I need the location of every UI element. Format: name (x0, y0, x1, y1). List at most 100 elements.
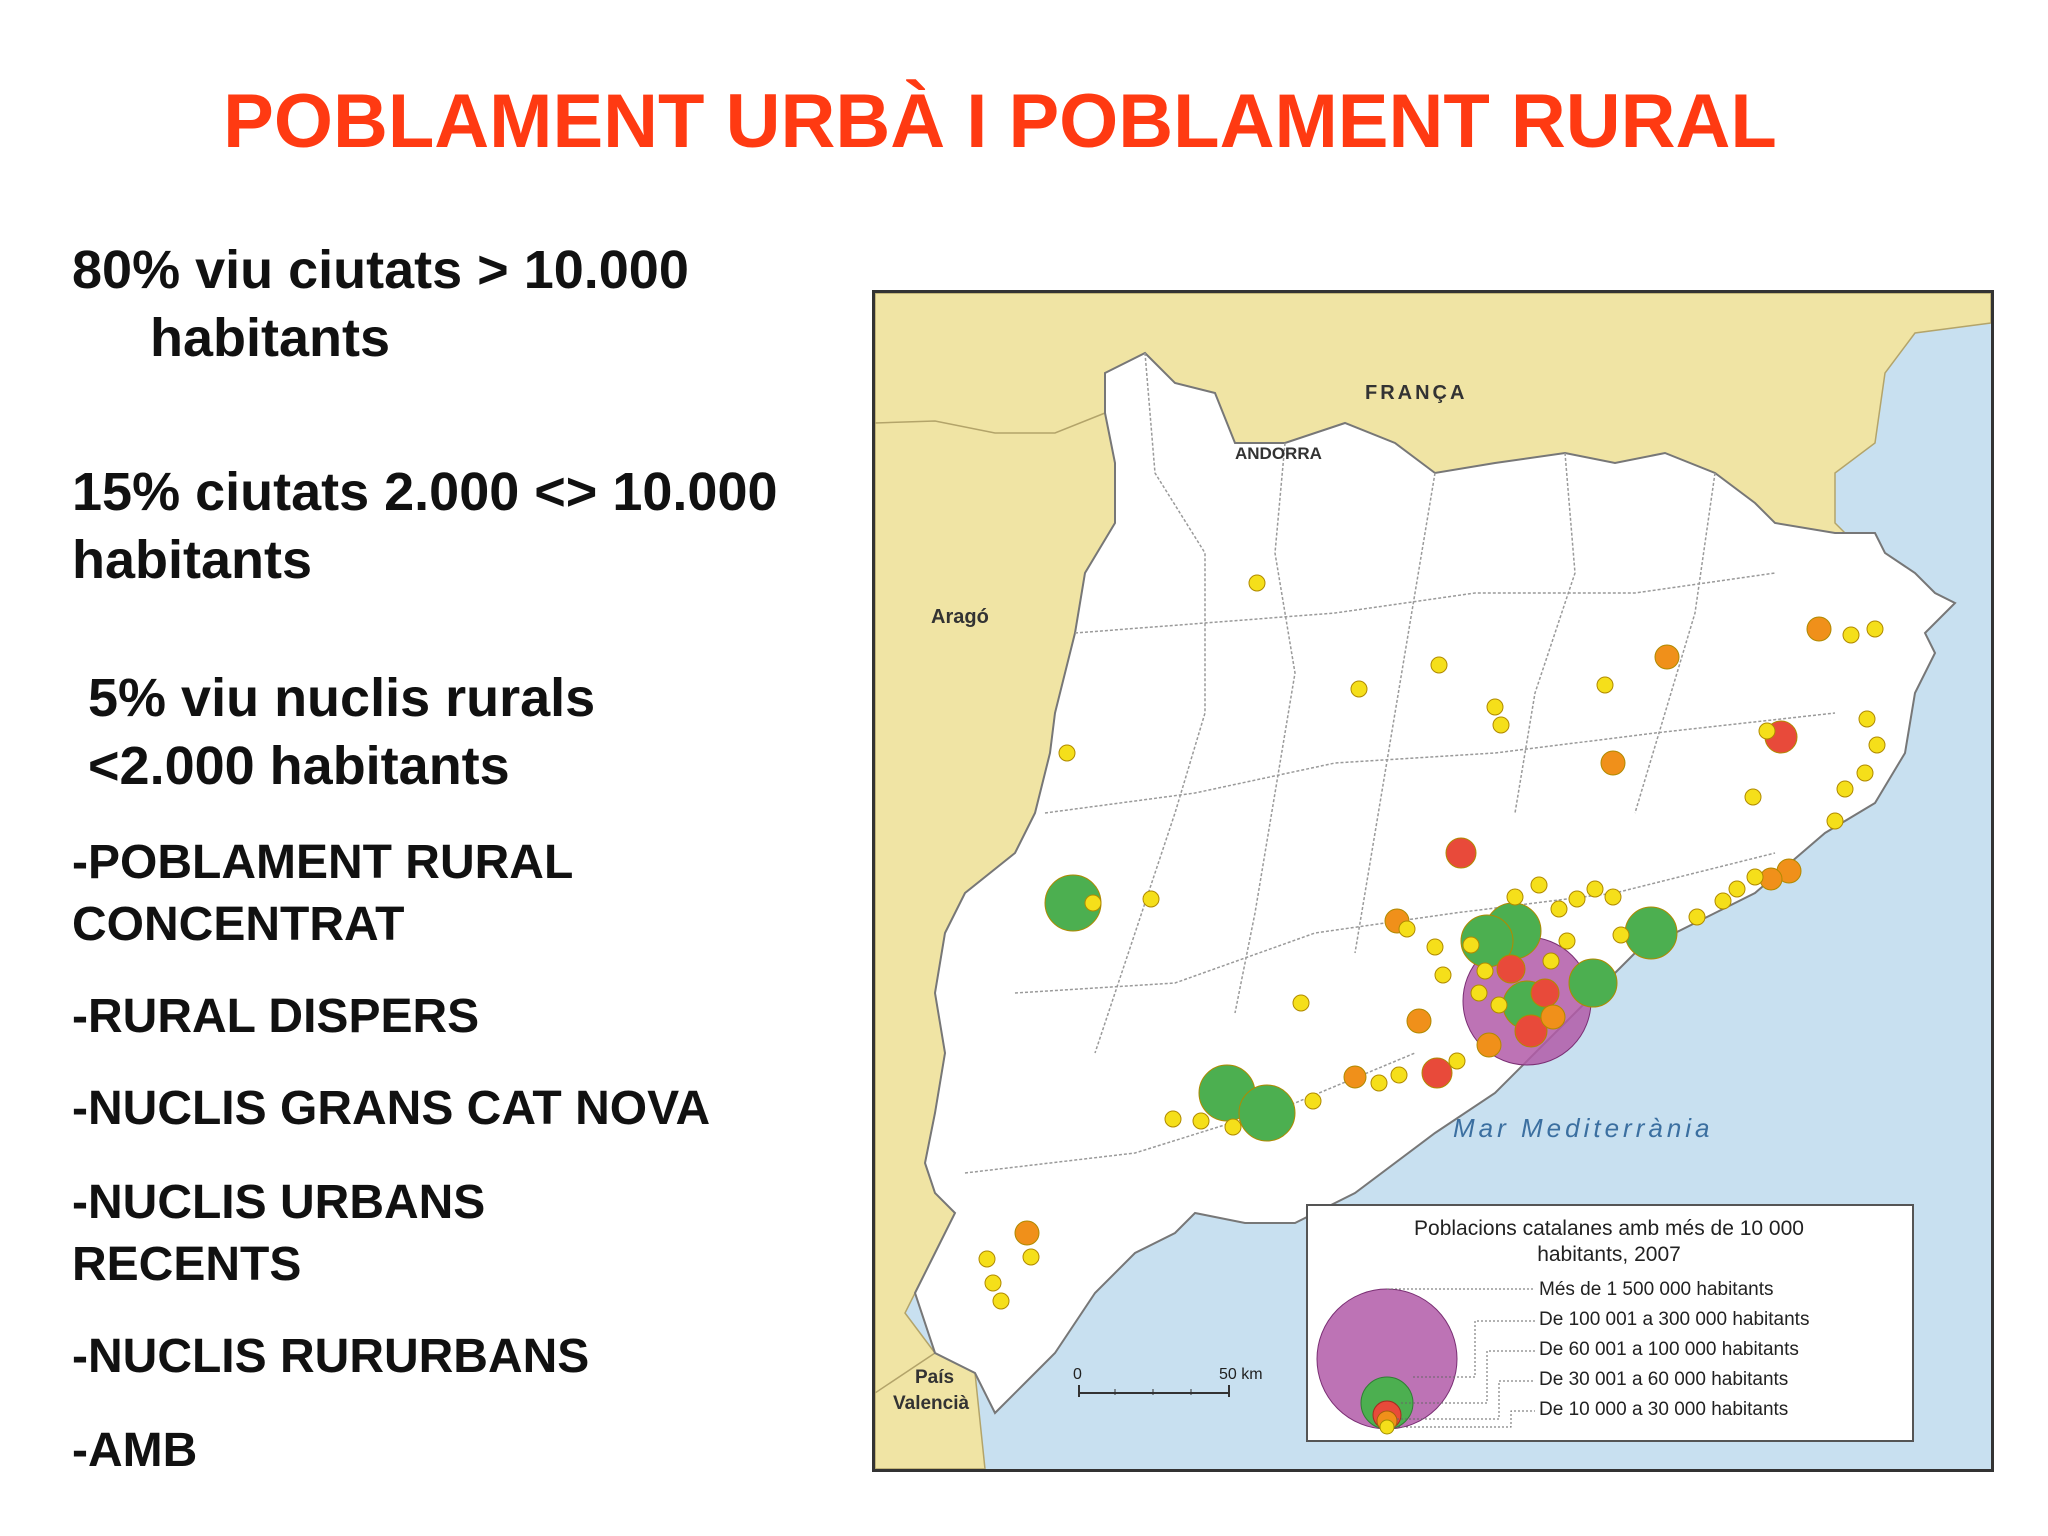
city-circle-orange-2 (1540, 1004, 1566, 1030)
city-circle-small (1612, 926, 1630, 944)
city-circle-small (1542, 952, 1560, 970)
city-circle-small (1866, 620, 1884, 638)
city-circle-small (984, 1274, 1002, 1292)
city-circle-badalona (1568, 958, 1618, 1008)
city-circle-small (1506, 888, 1524, 906)
city-circle-small (1470, 984, 1488, 1002)
city-circle-small (1192, 1112, 1210, 1130)
city-circle-manresa (1445, 837, 1477, 869)
bullet-nuclis-urbans: -NUCLIS URBANS RECENTS (72, 1172, 485, 1296)
city-circle-small (1836, 780, 1854, 798)
city-circle-red-1 (1496, 954, 1526, 984)
city-circle-small (1462, 936, 1480, 954)
scale-end: 50 km (1219, 1366, 1263, 1383)
label-andorra: ANDORRA (1235, 444, 1322, 463)
stat-towns: 15% ciutats 2.000 <> 10.000 habitants (72, 458, 778, 594)
stat-rural-line2: <2.000 habitants (88, 736, 510, 796)
city-circle-small (1248, 574, 1266, 592)
city-circle-small (1390, 1066, 1408, 1084)
bullet-nuclis-rururbans: -NUCLIS RURURBANS (72, 1326, 589, 1388)
city-circle-small (1434, 966, 1452, 984)
city-circle-small (1058, 744, 1076, 762)
city-circle-small (1370, 1074, 1388, 1092)
city-circle-small (1868, 736, 1886, 754)
city-circle-small (1398, 920, 1416, 938)
city-circle-small (978, 1250, 996, 1268)
label-franca: FRANÇA (1365, 382, 1467, 404)
city-circle-small (1304, 1092, 1322, 1110)
bullet-rural-concentrat: -POBLAMENT RURAL CONCENTRAT (72, 832, 573, 956)
legend-title-line2: habitants, 2007 (1537, 1243, 1681, 1266)
city-circle-olot (1654, 644, 1680, 670)
legend-item-label: De 60 001 a 100 000 habitants (1539, 1339, 1799, 1360)
legend-title-line1: Poblacions catalanes amb més de 10 000 (1414, 1217, 1804, 1240)
city-circle-figueres (1806, 616, 1832, 642)
catalonia-land (913, 351, 1957, 1415)
city-circle-reus (1238, 1084, 1296, 1142)
city-circle-small (1486, 698, 1504, 716)
city-circle-small (1714, 892, 1732, 910)
city-circle-small (1022, 1248, 1040, 1266)
city-circle-small (1858, 710, 1876, 728)
legend-swatch-yellow (1379, 1419, 1395, 1435)
city-circle-vilanova (1421, 1057, 1453, 1089)
city-circle-small (1586, 880, 1604, 898)
bullet-line: -NUCLIS RURURBANS (72, 1330, 590, 1383)
city-circle-small (1558, 932, 1576, 950)
stat-urban-line1: 80% viu ciutats > 10.000 (72, 240, 689, 300)
stat-towns-line1: 15% ciutats 2.000 <> 10.000 (72, 462, 778, 522)
city-circle-small (1492, 716, 1510, 734)
city-circle-small (1448, 1052, 1466, 1070)
catalonia-population-map: FRANÇA ANDORRA Aragó País Valencià Mar M… (872, 290, 1994, 1472)
city-circle-small (1142, 890, 1160, 908)
city-circle-mataro (1624, 906, 1678, 960)
city-circle-small (1426, 938, 1444, 956)
city-circle-red-2 (1514, 1014, 1548, 1048)
city-circle-small (1596, 676, 1614, 694)
legend: Poblacions catalanes amb més de 10 000 h… (1306, 1204, 1914, 1442)
legend-item-label: De 30 001 a 60 000 habitants (1539, 1369, 1788, 1390)
neighbour-land-south (875, 1352, 986, 1469)
city-circle-small (1842, 626, 1860, 644)
legend-item-label: De 100 001 a 300 000 habitants (1539, 1309, 1809, 1330)
city-circle-small (1728, 880, 1746, 898)
city-circle-vic (1600, 750, 1626, 776)
city-circle-small (1688, 908, 1706, 926)
city-circle-small (1568, 890, 1586, 908)
city-circle-small (1476, 962, 1494, 980)
bullet-nuclis-grans: -NUCLIS GRANS CAT NOVA (72, 1078, 710, 1140)
city-circle-small (1604, 888, 1622, 906)
city-circle-small (1224, 1118, 1242, 1136)
map-svg: FRANÇA ANDORRA Aragó País Valencià Mar M… (875, 293, 1991, 1469)
city-circle-small (1744, 788, 1762, 806)
city-circle-tortosa (1014, 1220, 1040, 1246)
city-circle-small (1084, 894, 1102, 912)
bullet-line: RECENTS (72, 1238, 302, 1291)
bullet-line: -POBLAMENT RURAL (72, 836, 574, 889)
stat-towns-line2: habitants (72, 530, 313, 590)
city-circle-small (1550, 900, 1568, 918)
label-pais-valencia-1: País (915, 1367, 954, 1388)
population-circles (978, 574, 1886, 1310)
label-arago: Aragó (931, 606, 989, 628)
county-borders (964, 352, 1836, 1174)
stat-urban: 80% viu ciutats > 10.000 habitants (72, 236, 689, 372)
bullet-line: -NUCLIS GRANS CAT NOVA (72, 1082, 711, 1135)
stat-urban-line2: habitants (150, 308, 391, 368)
stat-rural: 5% viu nuclis rurals <2.000 habitants (88, 664, 595, 800)
city-circle-small (1856, 764, 1874, 782)
city-circle-small (1746, 868, 1764, 886)
bullet-amb: -AMB (72, 1420, 197, 1482)
label-mar-mediterrania: Mar Mediterrània (1453, 1113, 1714, 1143)
stat-rural-line1: 5% viu nuclis rurals (88, 668, 596, 728)
legend-item-label: Més de 1 500 000 habitants (1539, 1279, 1774, 1300)
scale-zero: 0 (1073, 1366, 1082, 1383)
city-circle-small (1430, 656, 1448, 674)
city-circle-small (1164, 1110, 1182, 1128)
legend-item-label: De 10 000 a 30 000 habitants (1539, 1399, 1788, 1420)
city-circle-vilafranca (1406, 1008, 1432, 1034)
city-circle-orange-1 (1476, 1032, 1502, 1058)
page-title: POBLAMENT URBÀ I POBLAMENT RURAL (223, 79, 1777, 164)
city-circle-small (992, 1292, 1010, 1310)
bullet-line: CONCENTRAT (72, 898, 405, 951)
